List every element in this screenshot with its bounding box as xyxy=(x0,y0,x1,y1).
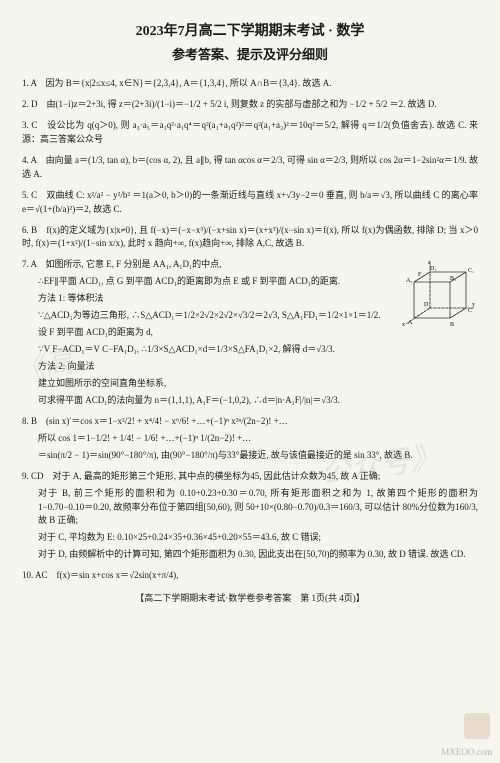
text-1: 因为 B＝{x|2≤x≤4, x∈N}＝{2,3,4}, A＝{1,3,4}, … xyxy=(37,78,332,88)
num-10: 10. AC xyxy=(22,570,48,580)
answer-8: 8. B (sin x)′＝cos x＝1−x²/2! + x⁴/4! − x⁶… xyxy=(22,415,478,463)
text-3: 设公比为 q(q＞0), 则 a₃·a₅＝a₁q²·a₁q⁴＝q²(a₁+a₁q… xyxy=(22,120,478,144)
text-2: 由(1−i)z＝2+3i, 得 z＝(2+3i)/(1−i)＝−1/2 + 5/… xyxy=(38,99,437,109)
cube-figure: z y x A B C D A₁ B₁ C₁ D₁ F xyxy=(400,260,478,330)
q9-l1: 对于 A, 最高的矩形第三个矩形, 其中点的横坐标为45, 因此估计众数为45,… xyxy=(44,471,381,481)
num-2: 2. D xyxy=(22,99,38,109)
text-4: 由向量 a＝(1/3, tan α), b＝(cos α, 2), 且 a∥b,… xyxy=(22,155,478,179)
page-footer: 【高二下学期期末考试·数学卷参考答案 第 1页(共 4页)】 xyxy=(22,591,478,604)
num-5: 5. C xyxy=(22,190,37,200)
title-sub: 参考答案、提示及评分细则 xyxy=(22,44,478,63)
answer-1: 1. A 因为 B＝{x|2≤x≤4, x∈N}＝{2,3,4}, A＝{1,3… xyxy=(22,77,478,91)
q9-l3: 对于 C, 平均数为 E: 0.10×25+0.24×35+0.36×45+0.… xyxy=(22,531,478,545)
corner-mark: MXEOO.com xyxy=(441,747,492,757)
svg-text:D₁: D₁ xyxy=(430,266,436,272)
num-8: 8. B xyxy=(22,416,37,426)
num-6: 6. B xyxy=(22,225,37,235)
text-5: 双曲线 C: x²/a² − y²/b² ＝1(a＞0, b＞0)的一条渐近线与… xyxy=(22,190,478,214)
title-main: 2023年7月高二下学期期末考试 · 数学 xyxy=(22,20,478,40)
text-10: f(x)＝sin x+cos x＝√2sin(x+π/4), xyxy=(48,570,179,580)
num-4: 4. A xyxy=(22,155,37,165)
svg-text:B: B xyxy=(450,322,454,328)
corner-logo xyxy=(464,713,490,739)
q7-l1: 如图所示, 它意 E, F 分别是 AA₁, A₁D₁的中点, xyxy=(37,259,222,269)
q8-l2: 所以 cos 1＝1−1/2! + 1/4! − 1/6! +…+(−1)ⁿ 1… xyxy=(22,432,478,446)
answer-4: 4. A 由向量 a＝(1/3, tan α), b＝(cos α, 2), 且… xyxy=(22,154,478,182)
answer-5: 5. C 双曲线 C: x²/a² − y²/b² ＝1(a＞0, b＞0)的一… xyxy=(22,189,478,217)
svg-text:A: A xyxy=(408,320,413,326)
answer-6: 6. B f(x)的定义域为{x|x≠0}, 且 f(−x)＝(−x−x³)/(… xyxy=(22,224,478,252)
q8-l1: (sin x)′＝cos x＝1−x²/2! + x⁴/4! − x⁶/6! +… xyxy=(37,416,288,426)
svg-text:D: D xyxy=(424,302,429,308)
svg-text:x: x xyxy=(402,322,405,328)
answer-7: z y x A B C D A₁ B₁ C₁ D₁ F 7. A 如图所示, 它… xyxy=(22,258,478,407)
answer-3: 3. C 设公比为 q(q＞0), 则 a₃·a₅＝a₁q²·a₁q⁴＝q²(a… xyxy=(22,119,478,147)
answer-2: 2. D 由(1−i)z＝2+3i, 得 z＝(2+3i)/(1−i)＝−1/2… xyxy=(22,98,478,112)
num-7: 7. A xyxy=(22,259,37,269)
q7-l6: ∵V F−ACD₁＝V C−FA₁D₁, ∴1/3×S△ACD₁×d＝1/3×S… xyxy=(22,343,478,357)
answer-9: 9. CD 对于 A, 最高的矩形第三个矩形, 其中点的横坐标为45, 因此估计… xyxy=(22,470,478,563)
svg-text:y: y xyxy=(472,302,475,308)
num-9: 9. CD xyxy=(22,471,44,481)
svg-text:C₁: C₁ xyxy=(468,268,474,274)
q9-l2: 对于 B, 前三个矩形的面积和为 0.10+0.23+0.30＝0.70, 所有… xyxy=(22,487,478,529)
svg-text:C: C xyxy=(468,308,472,314)
q7-l9: 可求得平面 ACD₁的法向量为 n＝(1,1,1), A₁F＝(−1,0,2),… xyxy=(22,394,478,408)
q7-l8: 建立如图所示的空间直角坐标系, xyxy=(22,377,478,391)
answer-10: 10. AC f(x)＝sin x+cos x＝√2sin(x+π/4), xyxy=(22,569,478,583)
svg-text:B₁: B₁ xyxy=(450,276,456,282)
q7-l7: 方法 2: 向量法 xyxy=(22,360,478,374)
text-6: f(x)的定义域为{x|x≠0}, 且 f(−x)＝(−x−x³)/(−x+si… xyxy=(22,225,478,249)
q8-l3: ＝sin(π/2 − 1)＝sin(90°−180°/π), 由(90°−180… xyxy=(22,449,478,463)
num-1: 1. A xyxy=(22,78,37,88)
svg-text:A₁: A₁ xyxy=(406,278,412,284)
num-3: 3. C xyxy=(22,120,37,130)
q9-l4: 对于 D, 由频解析中的计算可知, 第四个矩形面积为 0.30, 因此支出在[5… xyxy=(22,548,478,562)
